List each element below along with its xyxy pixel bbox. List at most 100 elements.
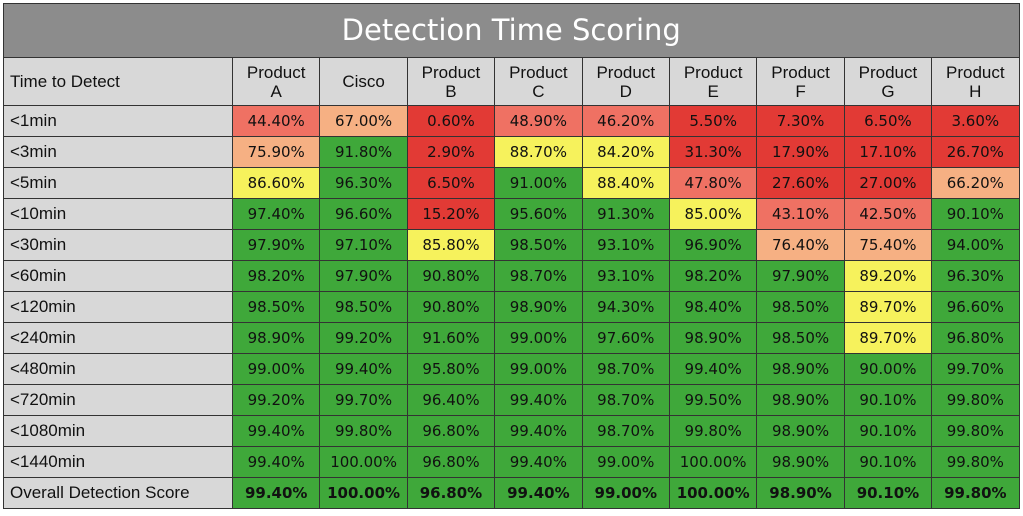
score-cell: 95.80% — [406, 353, 496, 385]
score-cell: 99.00% — [581, 446, 670, 478]
score-cell: 96.30% — [319, 167, 408, 199]
score-cell: 96.80% — [931, 322, 1020, 354]
column-header: Cisco — [319, 57, 408, 106]
column-header: Product C — [494, 57, 583, 106]
column-header-line: D — [619, 81, 632, 101]
score-cell: 98.90% — [668, 322, 758, 354]
score-cell: 91.00% — [494, 167, 583, 199]
score-cell: 99.80% — [931, 477, 1020, 509]
score-cell: 31.30% — [668, 136, 758, 168]
score-cell: 97.10% — [319, 229, 408, 261]
table-row: <3min 75.90% 91.80% 2.90% 88.70% 84.20% 31.30%… — [3, 136, 1020, 168]
column-header-row: Time to Detect Product A Cisco Product B Prod… — [3, 57, 1020, 106]
column-header: Product F — [756, 57, 845, 106]
score-cell: 99.20% — [319, 322, 408, 354]
score-cell: 99.80% — [668, 415, 758, 447]
row-label: <240min — [3, 322, 233, 354]
column-header-line: Product — [421, 62, 481, 82]
score-cell: 97.90% — [231, 229, 321, 261]
table-row: <1080min 99.40% 99.80% 96.80% 99.40% 98.70% 99… — [3, 415, 1020, 447]
score-cell: 99.80% — [319, 415, 408, 447]
row-label: <120min — [3, 291, 233, 323]
column-header: Product G — [843, 57, 933, 106]
corner-header: Time to Detect — [3, 57, 233, 106]
score-cell: 90.10% — [931, 198, 1020, 230]
score-cell: 47.80% — [668, 167, 758, 199]
column-header-line: Cisco — [342, 72, 385, 91]
column-header: Product H — [931, 57, 1020, 106]
column-header-line: Product — [509, 62, 568, 82]
score-cell: 96.80% — [406, 446, 496, 478]
score-cell: 98.40% — [668, 291, 758, 323]
score-cell: 98.90% — [231, 322, 321, 354]
column-header-line: Product — [246, 62, 306, 82]
score-cell: 75.40% — [843, 229, 933, 261]
column-header-line: Product — [596, 62, 656, 82]
score-cell: 26.70% — [931, 136, 1020, 168]
score-cell: 99.40% — [668, 353, 758, 385]
score-cell: 42.50% — [843, 198, 933, 230]
score-cell: 17.10% — [843, 136, 933, 168]
score-cell: 94.30% — [581, 291, 670, 323]
score-cell: 3.60% — [931, 105, 1020, 137]
column-header: Product A — [231, 57, 321, 106]
row-label: <30min — [3, 229, 233, 261]
score-cell: 98.90% — [494, 291, 583, 323]
score-cell: 98.20% — [231, 260, 321, 292]
score-cell: 100.00% — [668, 477, 758, 509]
score-cell: 89.20% — [843, 260, 933, 292]
score-cell: 89.70% — [843, 291, 933, 323]
score-cell: 96.80% — [406, 415, 496, 447]
row-label: <1440min — [3, 446, 233, 478]
score-cell: 99.00% — [494, 322, 583, 354]
score-cell: 99.00% — [581, 477, 670, 509]
score-cell: 98.50% — [494, 229, 583, 261]
score-cell: 97.90% — [319, 260, 408, 292]
score-cell: 99.40% — [231, 477, 321, 509]
score-cell: 48.90% — [494, 105, 583, 137]
score-cell: 84.20% — [581, 136, 670, 168]
score-cell: 99.50% — [668, 384, 758, 416]
row-label: <1080min — [3, 415, 233, 447]
column-header: Product E — [668, 57, 758, 106]
column-header-line: Product — [946, 62, 1005, 82]
score-cell: 6.50% — [406, 167, 496, 199]
score-cell: 90.10% — [843, 446, 933, 478]
score-cell: 93.10% — [581, 260, 670, 292]
score-cell: 99.70% — [319, 384, 408, 416]
row-label: <480min — [3, 353, 233, 385]
score-cell: 97.90% — [756, 260, 845, 292]
score-cell: 90.10% — [843, 415, 933, 447]
score-cell: 96.90% — [668, 229, 758, 261]
column-header: Product B — [406, 57, 496, 106]
score-cell: 89.70% — [843, 322, 933, 354]
score-cell: 75.90% — [231, 136, 321, 168]
table-row: <240min 98.90% 99.20% 91.60% 99.00% 97.60% 98.… — [3, 322, 1020, 354]
detection-time-table: Detection Time Scoring Time to Detect Pr… — [3, 3, 1020, 509]
score-cell: 100.00% — [668, 446, 758, 478]
table-body: <1min 44.40% 67.00% 0.60% 48.90% 46.20% 5.50% 7… — [3, 105, 1020, 509]
score-cell: 96.40% — [406, 384, 496, 416]
score-cell: 91.80% — [319, 136, 408, 168]
column-header-line: E — [707, 81, 719, 101]
score-cell: 98.90% — [756, 384, 845, 416]
score-cell: 99.40% — [494, 446, 583, 478]
score-cell: 67.00% — [319, 105, 408, 137]
score-cell: 98.90% — [756, 446, 845, 478]
column-header-line: B — [445, 81, 457, 101]
score-cell: 95.60% — [494, 198, 583, 230]
score-cell: 96.80% — [406, 477, 496, 509]
score-cell: 5.50% — [668, 105, 758, 137]
score-cell: 27.00% — [843, 167, 933, 199]
row-label: <1min — [3, 105, 233, 137]
table-row: <30min 97.90% 97.10% 85.80% 98.50% 93.10% 96.9… — [3, 229, 1020, 261]
table-row: <60min 98.20% 97.90% 90.80% 98.70% 93.10% 98.2… — [3, 260, 1020, 292]
score-cell: 90.10% — [843, 477, 933, 509]
score-cell: 86.60% — [231, 167, 321, 199]
score-cell: 27.60% — [756, 167, 845, 199]
column-header-line: H — [969, 81, 982, 101]
row-label: Overall Detection Score — [3, 477, 233, 509]
score-cell: 98.70% — [581, 384, 670, 416]
score-cell: 46.20% — [581, 105, 670, 137]
score-cell: 98.50% — [319, 291, 408, 323]
